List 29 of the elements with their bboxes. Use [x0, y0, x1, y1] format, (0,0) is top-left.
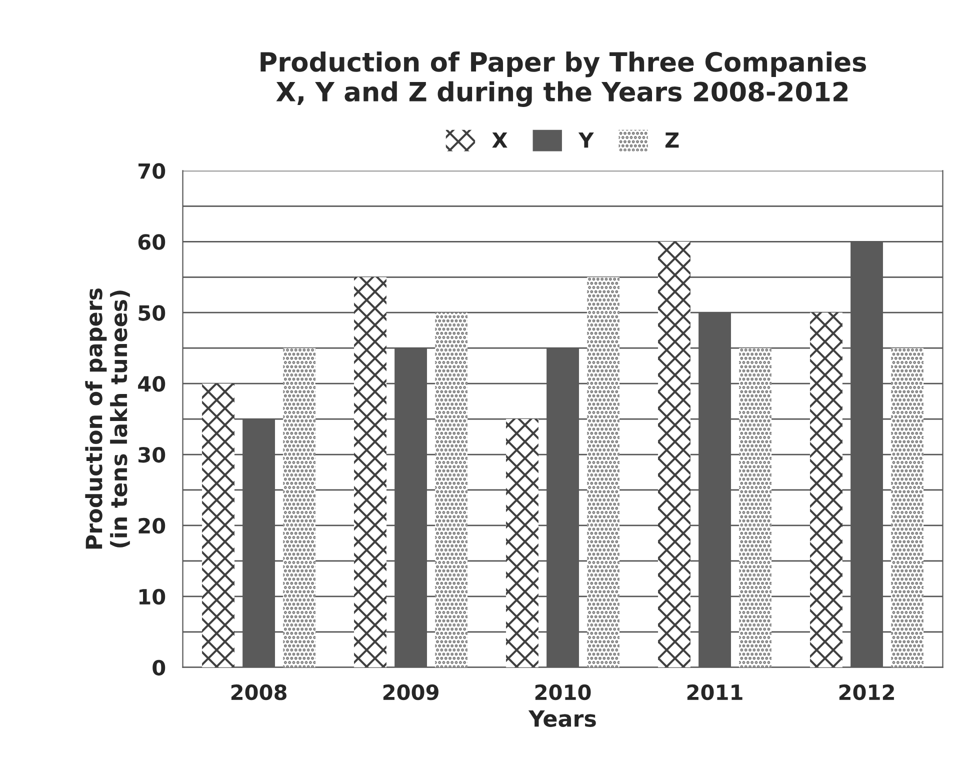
x-tick-label: 2008: [231, 684, 286, 700]
y-tick-label: 50: [138, 305, 166, 321]
y-tick-label: 20: [138, 518, 166, 534]
y-axis-title: Production of papers (in tens lakh tunees): [85, 288, 130, 549]
y-tick-label: 60: [138, 234, 166, 250]
x-tick-label: 2012: [839, 684, 894, 700]
y-tick-label: 30: [138, 446, 166, 463]
bar: [891, 348, 924, 668]
y-tick-label: 40: [138, 376, 166, 392]
x-tick-label: 2009: [383, 684, 438, 700]
legend-label: X: [492, 132, 508, 148]
legend-label: Z: [665, 132, 679, 148]
y-tick-label: 0: [152, 660, 166, 676]
x-tick-label: 2011: [687, 684, 742, 700]
y-tick-label: 10: [139, 588, 166, 605]
bar: [202, 384, 234, 668]
bar: [739, 348, 772, 668]
bar: [506, 419, 538, 668]
bar: [354, 277, 386, 668]
x-tick-label: 2010: [535, 684, 591, 700]
bar: [587, 277, 620, 668]
bar: [658, 242, 690, 668]
bar: [810, 312, 842, 668]
y-tick-label: 70: [138, 163, 166, 179]
x-axis-title: Years: [528, 710, 596, 727]
legend-label: Y: [578, 132, 594, 148]
bar: [283, 348, 316, 668]
chart-title: Production of Paper by Three Companies X, Y and Z during the Years 2008-2012: [260, 51, 866, 107]
bar: [435, 312, 468, 668]
